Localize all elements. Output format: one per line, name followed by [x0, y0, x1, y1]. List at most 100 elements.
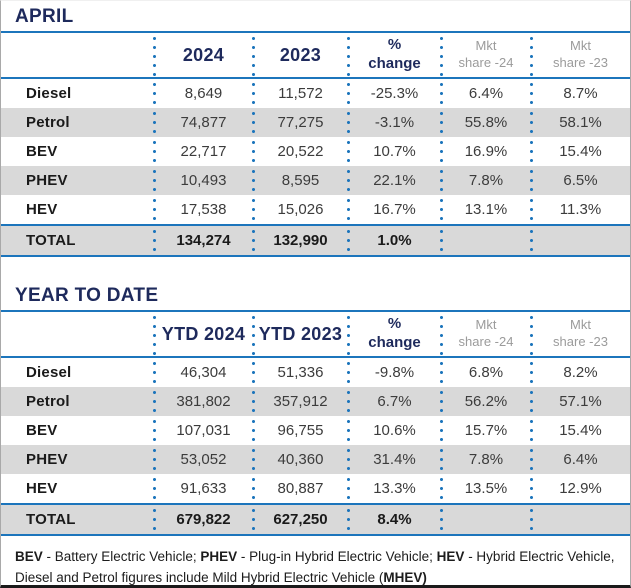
- row-label: Petrol: [26, 393, 70, 410]
- footnote-mhev-prefix: Diesel and Petrol figures include Mild H…: [15, 570, 384, 585]
- row-label: PHEV: [26, 451, 68, 468]
- table-row-diesel: Diesel 8,649 11,572 -25.3% 6.4% 8.7%: [1, 79, 630, 108]
- pct-change-line1: %: [387, 315, 402, 333]
- row-label: BEV: [26, 422, 58, 439]
- header-empty-cell: [1, 312, 154, 356]
- value-pct-change: 8.4%: [347, 505, 441, 534]
- section-title-april: APRIL: [15, 6, 74, 27]
- value-mkt-share-24: 7.8%: [440, 445, 531, 474]
- value-mkt-share-24: 55.8%: [440, 108, 531, 137]
- mkt-share-24-line1: Mkt: [475, 317, 497, 333]
- row-label: TOTAL: [26, 511, 76, 528]
- value-mkt-share-23: 6.4%: [530, 445, 630, 474]
- april-table: 2024 2023 % change Mkt share -24 Mkt sha…: [1, 33, 630, 257]
- row-label: BEV: [26, 143, 58, 160]
- row-label: HEV: [26, 480, 58, 497]
- footnote-term-hev: HEV: [436, 549, 465, 564]
- value-pct-change: 16.7%: [347, 195, 441, 224]
- value-ytd-2024: 107,031: [153, 416, 253, 445]
- footnote: BEV - Battery Electric Vehicle; PHEV - P…: [1, 536, 630, 585]
- header-mkt-share-23: Mkt share -23: [530, 312, 630, 356]
- value-2024: 22,717: [153, 137, 253, 166]
- table-row-hev: HEV 17,538 15,026 16.7% 13.1% 11.3%: [1, 195, 630, 224]
- value-ytd-2023: 40,360: [252, 445, 348, 474]
- table-header-row: 2024 2023 % change Mkt share -24 Mkt sha…: [1, 33, 630, 79]
- value-ytd-2024: 53,052: [153, 445, 253, 474]
- table-row-diesel: Diesel 46,304 51,336 -9.8% 6.8% 8.2%: [1, 358, 630, 387]
- value-mkt-share-23: 6.5%: [530, 166, 630, 195]
- value-ytd-2023: 627,250: [252, 505, 348, 534]
- value-mkt-share-24: 56.2%: [440, 387, 531, 416]
- value-pct-change: -25.3%: [347, 79, 441, 108]
- row-label: PHEV: [26, 172, 68, 189]
- table-row-phev: PHEV 10,493 8,595 22.1% 7.8% 6.5%: [1, 166, 630, 195]
- title-rule: [1, 31, 630, 33]
- header-pct-change: % change: [347, 312, 441, 356]
- table-row-petrol: Petrol 74,877 77,275 -3.1% 55.8% 58.1%: [1, 108, 630, 137]
- value-mkt-share-24: [440, 505, 531, 534]
- table-row-petrol: Petrol 381,802 357,912 6.7% 56.2% 57.1%: [1, 387, 630, 416]
- value-2023: 77,275: [252, 108, 348, 137]
- row-label: Diesel: [26, 364, 72, 381]
- value-mkt-share-23: 57.1%: [530, 387, 630, 416]
- value-2024: 74,877: [153, 108, 253, 137]
- value-ytd-2024: 679,822: [153, 505, 253, 534]
- value-mkt-share-23: [530, 505, 630, 534]
- value-mkt-share-24: 16.9%: [440, 137, 531, 166]
- value-mkt-share-24: 15.7%: [440, 416, 531, 445]
- value-pct-change: 31.4%: [347, 445, 441, 474]
- value-pct-change: -9.8%: [347, 358, 441, 387]
- footnote-line-2: Diesel and Petrol figures include Mild H…: [15, 567, 616, 585]
- header-ytd-2024: YTD 2024: [153, 312, 253, 356]
- footnote-def-hev: - Hybrid Electric Vehicle,: [464, 549, 615, 564]
- value-2023: 20,522: [252, 137, 348, 166]
- value-2024: 17,538: [153, 195, 253, 224]
- pct-change-line2: change: [368, 334, 421, 351]
- value-mkt-share-23: 8.7%: [530, 79, 630, 108]
- value-2023: 8,595: [252, 166, 348, 195]
- section-title-ytd: YEAR TO DATE: [15, 285, 159, 306]
- header-mkt-share-24: Mkt share -24: [440, 312, 531, 356]
- value-pct-change: -3.1%: [347, 108, 441, 137]
- header-pct-change: % change: [347, 33, 441, 77]
- footnote-def-phev: - Plug-in Hybrid Electric Vehicle;: [237, 549, 437, 564]
- value-mkt-share-24: [440, 226, 531, 255]
- mkt-share-23-line1: Mkt: [570, 317, 591, 333]
- value-ytd-2023: 96,755: [252, 416, 348, 445]
- value-ytd-2023: 357,912: [252, 387, 348, 416]
- value-2023: 15,026: [252, 195, 348, 224]
- value-2023: 11,572: [252, 79, 348, 108]
- section-gap: [1, 257, 630, 280]
- mkt-share-24-line2: share -24: [458, 334, 514, 349]
- header-mkt-share-23: Mkt share -23: [530, 33, 630, 77]
- value-ytd-2023: 51,336: [252, 358, 348, 387]
- header-empty-cell: [1, 33, 154, 77]
- header-mkt-share-24: Mkt share -24: [440, 33, 531, 77]
- table-row-bev: BEV 107,031 96,755 10.6% 15.7% 15.4%: [1, 416, 630, 445]
- value-pct-change: 1.0%: [347, 226, 441, 255]
- value-ytd-2024: 46,304: [153, 358, 253, 387]
- value-2024: 10,493: [153, 166, 253, 195]
- value-2024: 134,274: [153, 226, 253, 255]
- value-pct-change: 10.7%: [347, 137, 441, 166]
- value-mkt-share-23: 12.9%: [530, 474, 630, 503]
- title-rule: [1, 310, 630, 312]
- value-mkt-share-24: 13.1%: [440, 195, 531, 224]
- value-2024: 8,649: [153, 79, 253, 108]
- value-pct-change: 22.1%: [347, 166, 441, 195]
- section-april: APRIL 2024 2023 % change Mkt share -24 M…: [1, 7, 630, 257]
- value-mkt-share-24: 7.8%: [440, 166, 531, 195]
- value-mkt-share-23: 15.4%: [530, 416, 630, 445]
- value-mkt-share-23: 15.4%: [530, 137, 630, 166]
- mkt-share-23-line2: share -23: [553, 55, 608, 70]
- table-row-total: TOTAL 679,822 627,250 8.4%: [1, 503, 630, 536]
- section-year-to-date: YEAR TO DATE YTD 2024 YTD 2023 % change …: [1, 286, 630, 536]
- pct-change-line1: %: [387, 36, 402, 54]
- value-pct-change: 10.6%: [347, 416, 441, 445]
- mkt-share-24-line1: Mkt: [475, 38, 497, 54]
- table-header-row: YTD 2024 YTD 2023 % change Mkt share -24…: [1, 312, 630, 358]
- table-row-bev: BEV 22,717 20,522 10.7% 16.9% 15.4%: [1, 137, 630, 166]
- mkt-share-23-line2: share -23: [553, 334, 608, 349]
- value-mkt-share-24: 6.4%: [440, 79, 531, 108]
- footnote-term-bev: BEV: [15, 549, 43, 564]
